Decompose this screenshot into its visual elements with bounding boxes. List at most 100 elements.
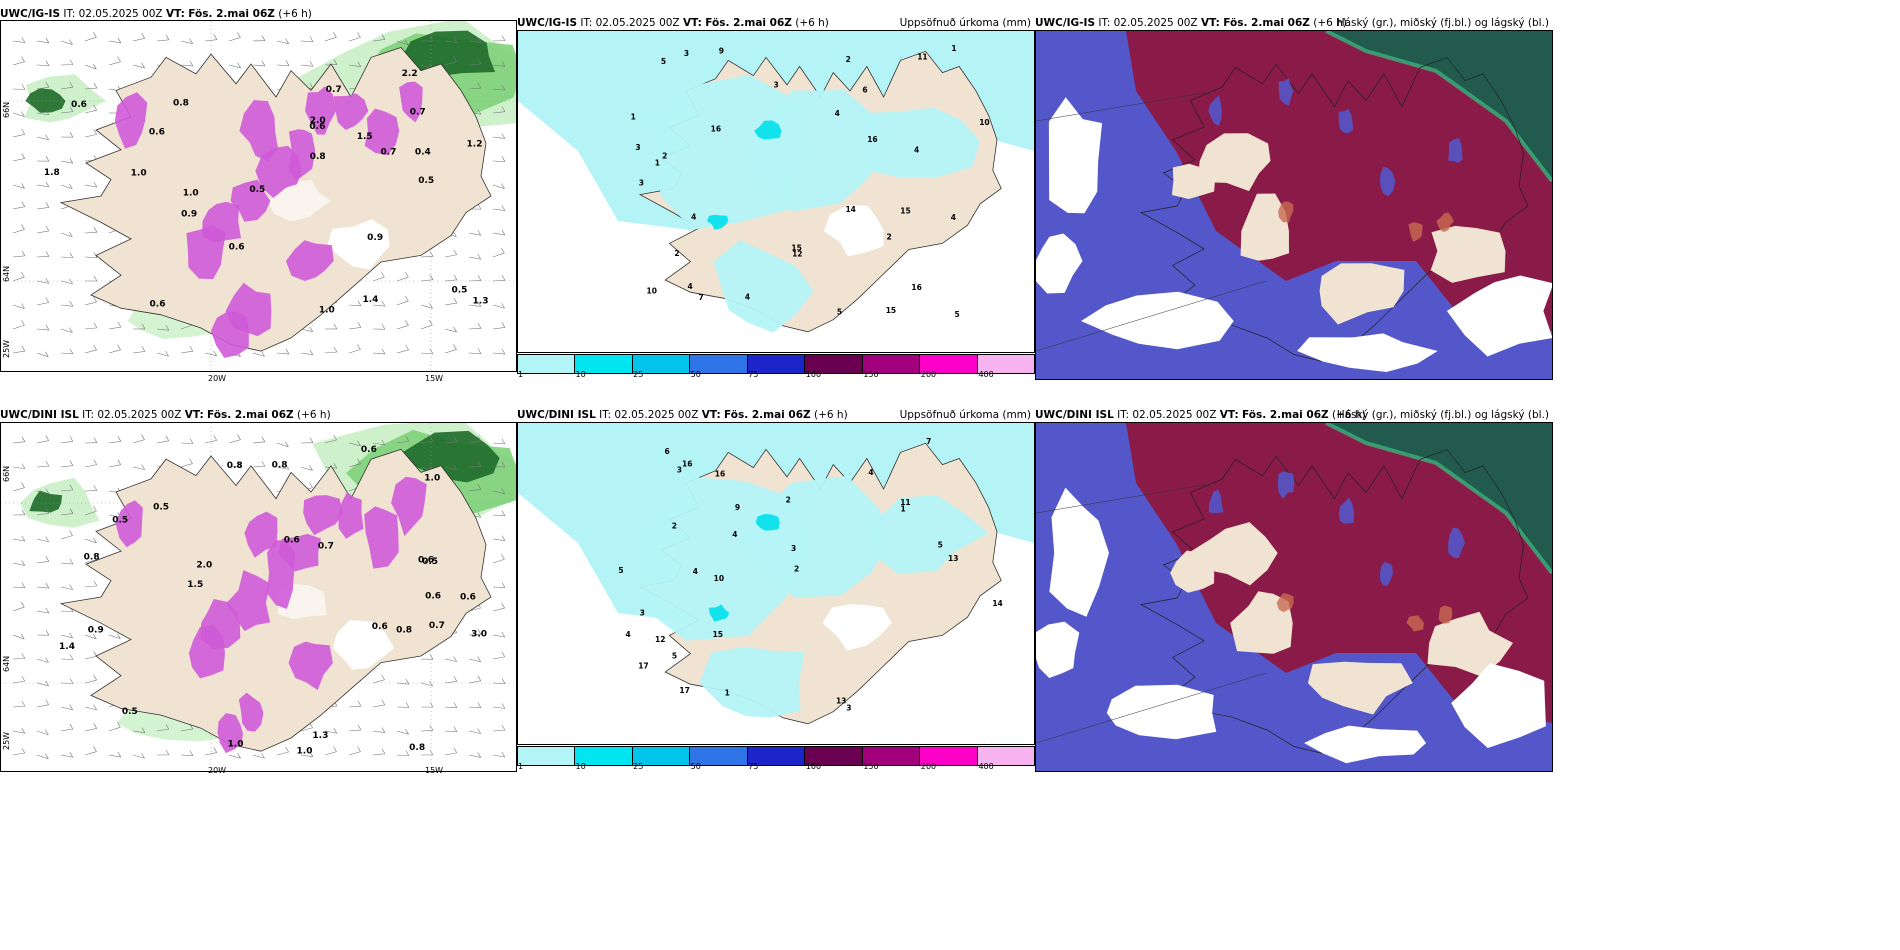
panel-header: UWC/IG-IS IT: 02.05.2025 00Z VT: Fös. 2.… [1035, 17, 1553, 35]
wind-barb-flag [309, 751, 314, 757]
wind-barb-flag [69, 348, 74, 355]
wind-barb-flag [381, 324, 386, 330]
precip-value: 1.0 [319, 306, 335, 316]
precip-value: 13 [836, 696, 846, 705]
glacier-area [327, 219, 390, 270]
map-frame[interactable] [1035, 30, 1553, 380]
wind-barb [84, 728, 97, 732]
precip-value: 11 [917, 53, 927, 62]
wind-barb [84, 349, 97, 354]
wind-barb [228, 64, 241, 69]
precip-value: 2 [794, 565, 799, 574]
vt-label: VT: [165, 8, 185, 20]
wind-barb [276, 442, 289, 448]
wind-barb-flag [405, 679, 410, 685]
wind-barb [396, 730, 409, 735]
wind-barb-flag [501, 106, 506, 112]
wind-barb [396, 682, 409, 685]
wind-barb-flag [453, 249, 458, 255]
wind-barb [60, 86, 73, 90]
wind-barb-flag [429, 274, 434, 280]
wind-barb [36, 538, 49, 543]
precip-value: 14 [845, 205, 855, 214]
wind-barb [36, 302, 49, 306]
wind-barb-flag [453, 56, 457, 62]
wind-barb-flag [501, 631, 506, 638]
wind-barb-flag [45, 134, 49, 140]
wind-barb-flag [453, 702, 458, 708]
grid-line [1036, 280, 1267, 352]
wind-barb-flag [21, 653, 26, 659]
wind-barb [396, 440, 409, 444]
mixed-cloud-patch [1276, 593, 1294, 613]
wind-barb-flag [405, 39, 409, 46]
wind-barb-flag [501, 61, 506, 67]
wind-barb-flag [381, 699, 386, 706]
wind-barb [492, 304, 505, 309]
wind-barb-flag [93, 554, 97, 560]
precip-value: 10 [714, 574, 724, 583]
wind-barb-flag [501, 183, 505, 189]
wind-barb [492, 111, 505, 114]
wind-barb [60, 754, 73, 758]
map-frame[interactable]: 4 3 3 4 2 4 5 14 10 12 17 16 6 5 11 15 17 9 7 13 4 2 3 1 13 16 1 2 3… [517, 422, 1035, 745]
precip-value: 0.7 [318, 542, 334, 552]
wind-barb [444, 302, 457, 306]
wind-barb-flag [69, 632, 73, 639]
low-cloud-patch [1208, 95, 1222, 126]
wind-barb-flag [309, 482, 313, 488]
wind-barb-flag [261, 461, 266, 467]
wind-barb [228, 465, 241, 468]
precip-value: 0.9 [181, 209, 197, 219]
wind-barb [36, 440, 49, 444]
wind-barb-flag [477, 109, 482, 115]
precip-value: 1.3 [312, 731, 328, 741]
panel-title: Háský (gr.), miðský (fj.bl.) og lágský (… [1336, 409, 1549, 421]
wind-barb [468, 634, 482, 636]
wind-barb [492, 682, 505, 684]
wind-barb [132, 730, 145, 733]
map-frame[interactable]: 0.7 0.8 1.0 0.9 0.5 0.6 1.3 0.4 1.5 1.2 2.0 0.6 0.8 0… [0, 20, 517, 372]
lead-time: (+6 h) [278, 8, 312, 20]
wind-barb [252, 754, 265, 759]
clear-sky-area [1304, 725, 1427, 764]
wind-barb [60, 40, 73, 45]
wind-barb [468, 754, 481, 758]
vt-label: VT: [1200, 17, 1220, 29]
wind-barb [348, 729, 361, 732]
map-frame[interactable]: 3 2 3 4 4 3 5 4 15 12 10 15 16 9 6 5 4 14 11 10 16 7 5 2 4 2 3 1 15 1… [517, 30, 1035, 353]
precip-value: 4 [691, 212, 696, 221]
precip-value: 0.8 [396, 625, 412, 635]
wind-barb [444, 466, 457, 471]
precip-value: 0.7 [429, 621, 445, 631]
wind-barb-flag [501, 438, 506, 445]
wind-barb-flag [333, 323, 338, 330]
wind-barb [444, 681, 457, 684]
wind-barb-flag [141, 464, 145, 470]
it-label: IT: [1117, 409, 1130, 421]
map-frame[interactable]: 0.8 0.8 0.9 0.8 1.0 0.5 0.6 1.0 0.6 0.5 1.4 0.6 0.7 1… [0, 422, 517, 772]
colorbar-swatch [575, 355, 633, 373]
precip-value: 15 [713, 630, 723, 639]
wind-barb-flag [69, 678, 74, 684]
map-frame[interactable] [1035, 422, 1553, 772]
wind-barb-flag [429, 725, 434, 731]
wind-barb-flag [285, 746, 289, 753]
snow-area [255, 145, 302, 198]
wind-barb-flag [21, 250, 26, 256]
wind-barb [372, 442, 385, 446]
precip-value: 0.5 [422, 557, 438, 567]
precip-value: 0.8 [227, 461, 243, 471]
wind-barb-flag [93, 633, 97, 640]
snow-area [115, 500, 143, 548]
wind-barb [36, 561, 49, 564]
wind-barb [132, 439, 145, 444]
wind-barb-flag [333, 746, 337, 752]
wind-barb-flag [141, 346, 146, 352]
clear-sky-area [1081, 291, 1234, 350]
wind-barb-flag [141, 434, 145, 440]
wind-barb-flag [501, 554, 505, 560]
colorbar-tick: 1 [518, 762, 524, 771]
wind-barb [324, 751, 337, 756]
wind-barb-flag [21, 509, 26, 515]
